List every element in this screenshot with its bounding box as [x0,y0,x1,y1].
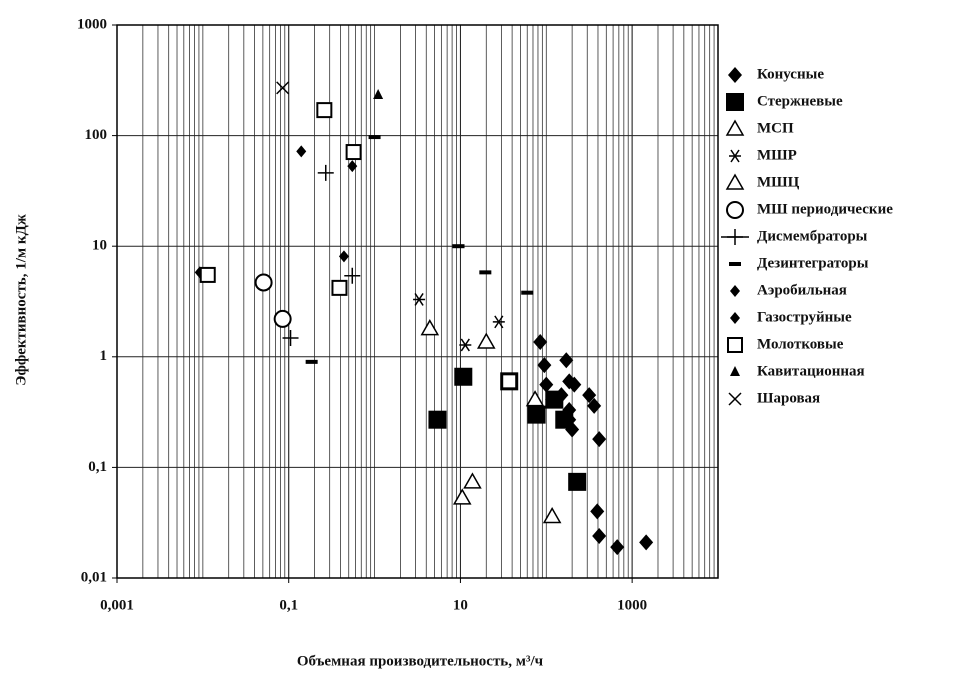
y-tick-label: 0,01 [81,569,107,585]
marker [587,397,602,414]
marker [428,410,447,429]
marker [728,67,742,83]
legend-label: Стержневые [757,93,843,109]
legend-label: МСП [757,120,794,136]
plot-border [116,24,719,579]
marker [568,472,587,491]
marker [254,273,273,292]
marker [730,285,740,297]
marker [555,410,574,429]
y-axis-label: Эффективность, 1/м кДж [13,214,29,386]
marker [567,376,582,393]
legend-label: Аэробильная [757,282,847,298]
marker [276,81,290,95]
marker [582,387,597,404]
marker [305,359,318,364]
marker [542,506,562,524]
marker [728,392,742,406]
marker [463,472,482,489]
marker [317,164,334,181]
y-tick-label: 1000 [77,16,107,32]
marker [539,376,554,393]
y-tick-label: 100 [85,127,108,143]
marker [273,309,292,328]
marker [729,262,741,266]
y-tick-label: 0,1 [88,459,107,475]
legend-label: Конусные [757,66,824,82]
marker [527,405,546,424]
x-tick-label: 0,1 [279,597,298,613]
marker [725,173,745,190]
marker [501,373,518,390]
marker [338,250,349,263]
marker [729,149,741,163]
marker [726,93,744,111]
marker [282,329,299,346]
marker [639,534,654,551]
legend-label: МШЦ [757,174,800,190]
marker [725,119,745,136]
marker [592,431,607,448]
marker [537,357,552,374]
marker [590,503,605,520]
marker [476,332,496,349]
marker [727,229,743,245]
marker [452,488,472,505]
legend-label: Дисмембраторы [757,228,868,244]
marker [344,267,361,284]
marker [373,88,384,99]
marker [296,145,307,158]
marker [368,135,381,140]
marker [592,527,607,544]
x-axis-label: Объемная производительность, м³/ч [297,653,544,669]
marker [347,160,358,173]
marker [730,312,740,324]
marker [331,279,348,296]
legend-label: Дезинтеграторы [757,255,869,271]
marker [559,352,574,369]
marker [492,315,505,329]
marker [454,367,473,386]
marker [525,390,545,407]
marker [420,319,440,336]
marker [199,266,216,283]
marker [545,390,564,409]
x-tick-label: 10 [453,597,468,613]
marker [533,334,548,351]
legend-label: Газоструйные [757,309,852,325]
y-tick-label: 10 [92,238,107,254]
marker [521,290,534,295]
marker [730,366,740,376]
marker [726,201,744,219]
legend-label: Шаровая [757,390,820,406]
legend-label: МШ периодические [757,201,893,217]
marker [610,539,625,556]
legend-label: Молотковые [757,336,844,352]
marker [479,270,492,275]
marker [727,337,743,353]
x-tick-label: 0,001 [100,597,134,613]
y-tick-label: 1 [100,348,108,364]
x-tick-label: 1000 [617,597,647,613]
marker [459,338,472,352]
legend-label: Кавитационная [757,363,865,379]
marker [413,293,426,306]
marker [345,144,362,161]
marker [316,102,333,119]
legend-label: МШР [757,147,797,163]
marker [452,244,465,249]
